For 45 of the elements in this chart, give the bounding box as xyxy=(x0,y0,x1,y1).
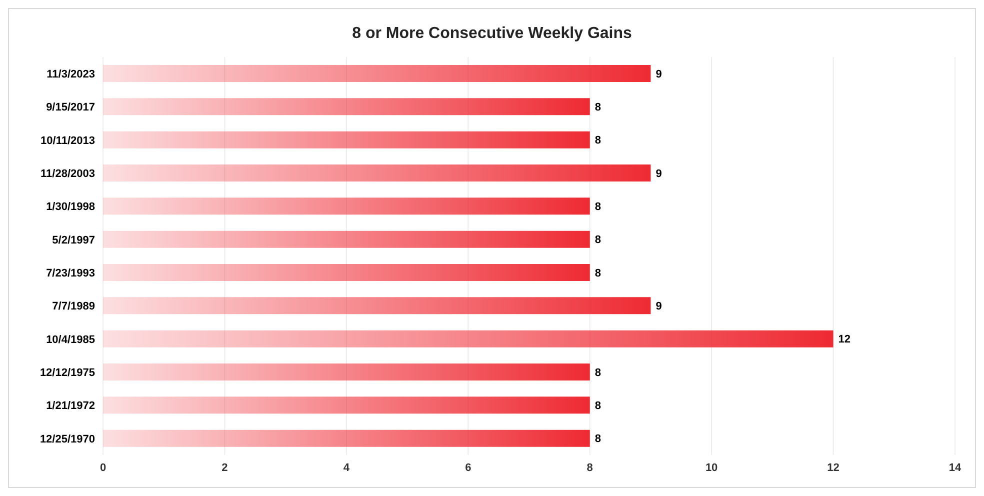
data-label: 9 xyxy=(656,68,662,80)
x-tick-label: 2 xyxy=(222,462,228,474)
x-tick-label: 0 xyxy=(100,462,106,474)
chart-title: 8 or More Consecutive Weekly Gains xyxy=(351,24,633,44)
y-tick-label: 9/15/2017 xyxy=(46,102,95,114)
data-label: 8 xyxy=(594,433,601,446)
data-label: 12 xyxy=(838,334,851,346)
data-label: 8 xyxy=(594,134,601,147)
data-label: 8 xyxy=(594,267,601,280)
y-tick-label: 12/25/1970 xyxy=(40,433,95,446)
y-tick-label: 7/23/1993 xyxy=(46,267,95,280)
x-tick-label: 14 xyxy=(948,462,962,474)
bar xyxy=(103,164,651,182)
data-label: 8 xyxy=(594,201,601,214)
x-tick-label: 8 xyxy=(586,462,593,474)
data-label: 9 xyxy=(656,168,662,180)
data-label: 8 xyxy=(594,366,601,379)
x-tick-label: 10 xyxy=(705,462,718,474)
bar xyxy=(103,264,590,281)
bar xyxy=(103,297,651,314)
bar xyxy=(103,364,590,380)
bar xyxy=(103,330,834,348)
y-tick-label: 10/11/2013 xyxy=(40,134,95,147)
bar xyxy=(103,198,590,215)
x-tick-label: 4 xyxy=(343,462,350,474)
data-label: 8 xyxy=(594,102,601,114)
y-tick-label: 11/3/2023 xyxy=(46,68,95,80)
bar xyxy=(103,396,590,414)
y-tick-label: 7/7/1989 xyxy=(52,300,95,313)
y-tick-label: 12/12/1975 xyxy=(40,366,95,379)
data-label: 8 xyxy=(594,234,601,246)
y-tick-label: 5/2/1997 xyxy=(52,234,95,246)
data-label: 8 xyxy=(594,400,601,412)
y-tick-label: 1/21/1972 xyxy=(46,400,95,412)
y-tick-label: 11/28/2003 xyxy=(40,168,95,180)
bar xyxy=(103,98,590,116)
bar xyxy=(103,430,590,447)
x-tick-label: 6 xyxy=(465,462,472,474)
data-label: 9 xyxy=(656,300,662,313)
y-tick-label: 1/30/1998 xyxy=(46,201,95,214)
bar xyxy=(103,65,651,82)
x-tick-label: 12 xyxy=(827,462,840,474)
bar xyxy=(103,230,590,248)
bar xyxy=(103,131,590,148)
y-tick-label: 10/4/1985 xyxy=(46,334,95,346)
